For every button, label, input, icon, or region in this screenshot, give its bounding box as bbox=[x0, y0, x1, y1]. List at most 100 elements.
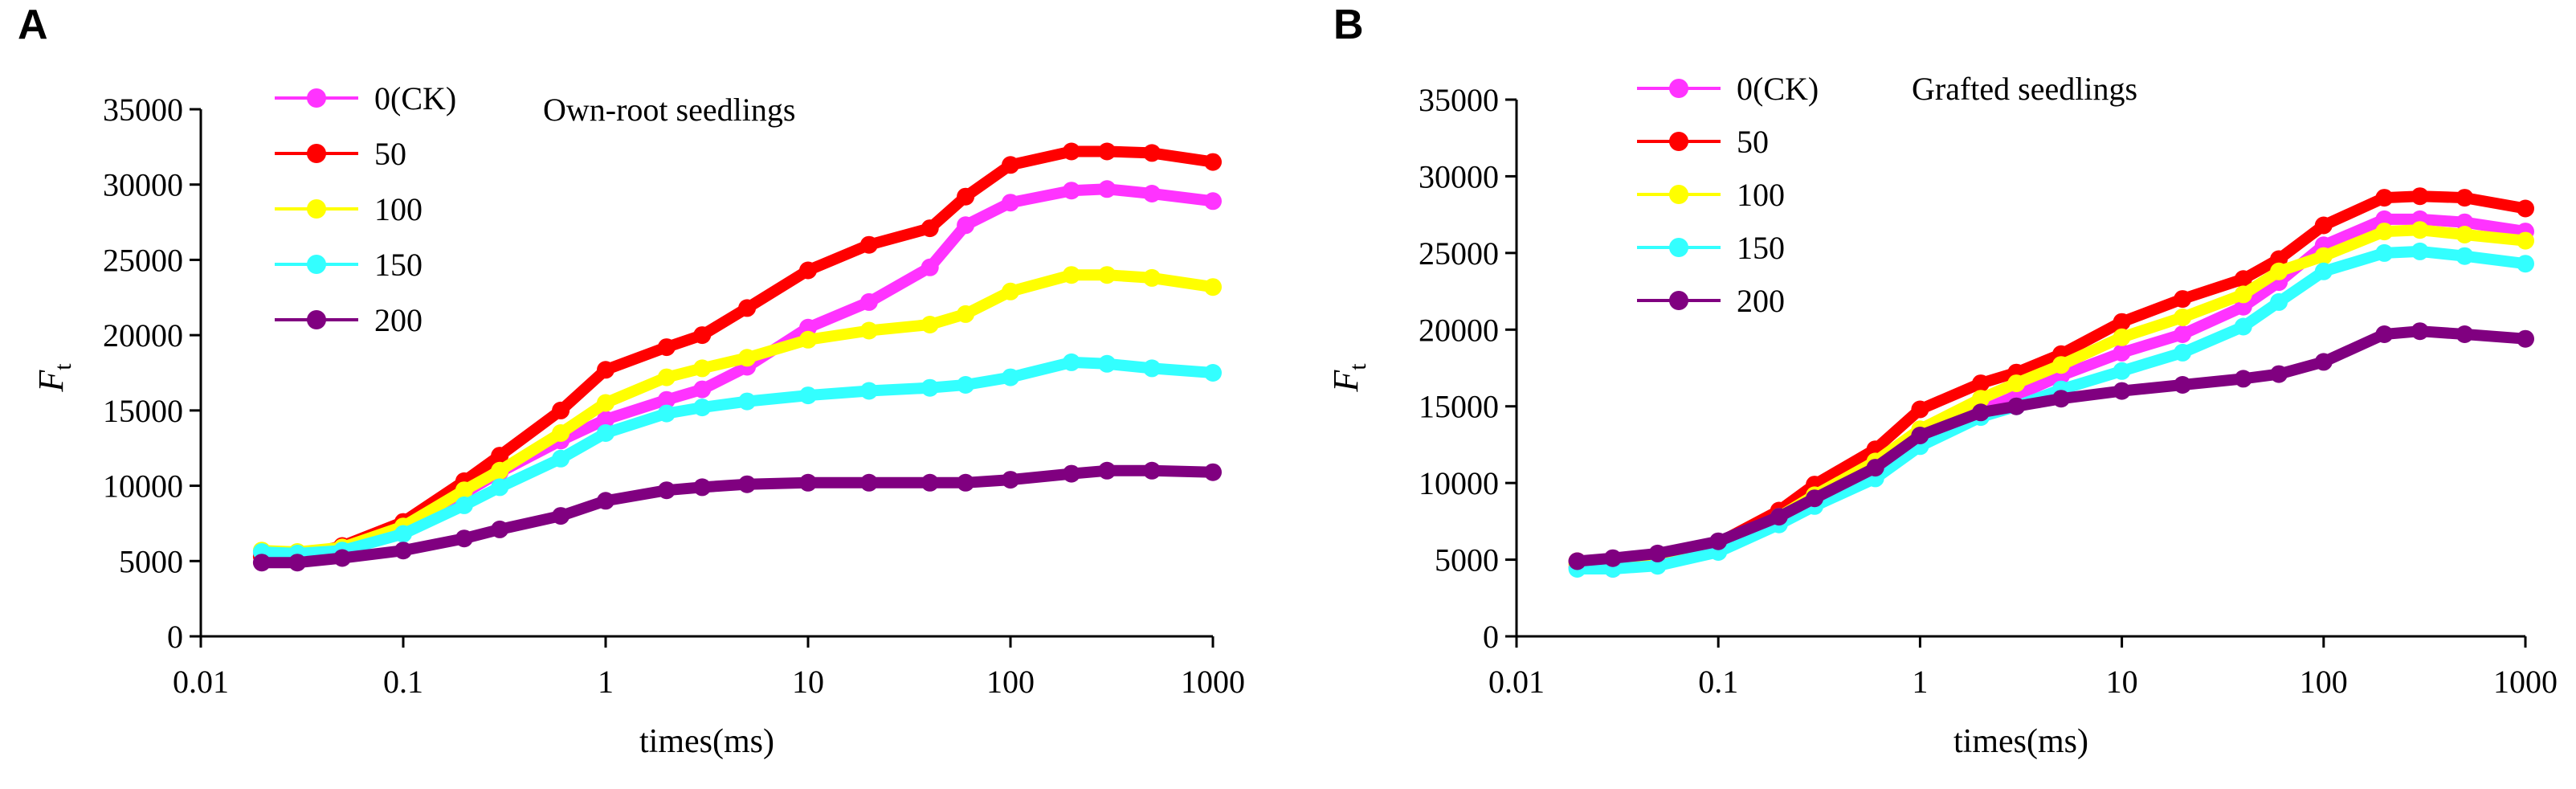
chart-title: Own-root seedlings bbox=[543, 92, 795, 128]
data-point-100 bbox=[738, 349, 757, 367]
data-point-100 bbox=[799, 330, 817, 349]
data-point-200 bbox=[1568, 552, 1586, 570]
data-point-50 bbox=[1204, 153, 1222, 171]
data-point-150 bbox=[2375, 243, 2394, 262]
data-point-50 bbox=[1098, 142, 1117, 161]
data-point-100 bbox=[1972, 390, 1990, 408]
data-point-100 bbox=[921, 316, 939, 333]
data-point-100 bbox=[693, 359, 712, 378]
y-tick-label: 0 bbox=[1483, 619, 1499, 655]
chart-grafted: 0 5000 10000 15000 20000 25000 30000 35000 0.01 0… bbox=[1326, 71, 2558, 760]
data-point-100 bbox=[2411, 221, 2429, 239]
data-point-200 bbox=[333, 549, 352, 567]
x-tick-label: 10 bbox=[2106, 664, 2138, 700]
data-point-150 bbox=[2314, 262, 2333, 280]
y-tick-label: 5000 bbox=[119, 543, 183, 579]
legend-label-50: 50 bbox=[1737, 124, 1769, 160]
data-point-150 bbox=[1204, 364, 1222, 382]
x-tick-label: 100 bbox=[2300, 664, 2348, 700]
data-point-200 bbox=[2314, 353, 2333, 371]
y-tick-label: 5000 bbox=[1435, 542, 1499, 578]
y-tick-label: 20000 bbox=[103, 317, 183, 354]
data-point-200 bbox=[1062, 464, 1080, 483]
data-point-100 bbox=[2270, 262, 2288, 280]
x-tick-label: 0.01 bbox=[173, 664, 229, 700]
data-point-100 bbox=[491, 461, 509, 480]
data-point-200 bbox=[252, 554, 271, 572]
data-point-200 bbox=[1002, 471, 1019, 489]
legend-marker-200 bbox=[307, 310, 326, 329]
data-point-100 bbox=[2456, 226, 2474, 243]
panel-letter-a: A bbox=[18, 2, 48, 48]
legend-marker-150 bbox=[1669, 238, 1688, 257]
data-point-100 bbox=[1204, 278, 1222, 296]
data-point-150 bbox=[799, 386, 817, 405]
data-point-50 bbox=[552, 401, 570, 419]
legend-label-0-ck: 0(CK) bbox=[1737, 71, 1819, 107]
data-point-100 bbox=[2517, 231, 2534, 250]
data-point-150 bbox=[957, 376, 975, 394]
data-point-150 bbox=[597, 424, 614, 442]
data-point-50 bbox=[1143, 144, 1161, 162]
data-point-200 bbox=[2234, 370, 2252, 388]
data-point-200 bbox=[1143, 461, 1161, 480]
data-point-200 bbox=[859, 473, 878, 492]
y-tick-label: 35000 bbox=[103, 92, 183, 128]
data-point-150 bbox=[2456, 247, 2474, 265]
legend-label-100: 100 bbox=[374, 191, 423, 227]
data-point-100 bbox=[2234, 285, 2252, 304]
data-point-200 bbox=[1972, 403, 1990, 422]
x-tick-label: 1000 bbox=[2493, 664, 2558, 700]
data-point-50 bbox=[597, 361, 614, 379]
x-tick-label: 1 bbox=[1912, 664, 1928, 700]
data-point-150 bbox=[921, 378, 939, 397]
data-point-100 bbox=[2375, 223, 2394, 241]
data-point-200 bbox=[1866, 459, 1884, 477]
series-line-150 bbox=[255, 356, 1219, 559]
chart-title: Grafted seedlings bbox=[1912, 71, 2137, 107]
data-point-150 bbox=[693, 399, 712, 417]
data-point-50 bbox=[2456, 189, 2474, 207]
data-point-0-ck bbox=[1098, 180, 1117, 198]
data-point-150 bbox=[657, 404, 676, 423]
data-point-50 bbox=[2113, 313, 2131, 331]
data-point-150 bbox=[2517, 255, 2534, 273]
data-point-200 bbox=[1098, 461, 1117, 480]
data-point-200 bbox=[2456, 325, 2474, 343]
data-point-200 bbox=[2052, 390, 2070, 408]
x-tick-label: 100 bbox=[986, 664, 1035, 700]
plot-area bbox=[1568, 187, 2534, 578]
legend-label-150: 150 bbox=[374, 247, 423, 283]
data-point-150 bbox=[394, 525, 412, 543]
data-point-200 bbox=[597, 492, 614, 510]
series-line-200 bbox=[255, 464, 1219, 569]
y-axis-title-main: F bbox=[1326, 370, 1366, 393]
y-tick-label: 10000 bbox=[1419, 465, 1499, 501]
panel-letter-b: B bbox=[1333, 2, 1364, 48]
chart-own-root: 0 5000 10000 15000 20000 25000 30000 35000 0.01 0… bbox=[31, 80, 1245, 760]
data-point-100 bbox=[2007, 374, 2026, 393]
data-point-200 bbox=[394, 542, 412, 560]
y-axis-title-subscript: t bbox=[1345, 363, 1371, 370]
data-point-150 bbox=[2411, 242, 2429, 260]
data-point-150 bbox=[859, 382, 878, 400]
data-point-200 bbox=[657, 481, 676, 500]
data-point-0-ck bbox=[2456, 213, 2474, 231]
data-point-150 bbox=[1002, 368, 1019, 386]
data-point-50 bbox=[1002, 156, 1019, 174]
data-point-50 bbox=[693, 326, 712, 345]
data-point-200 bbox=[1806, 489, 1824, 508]
data-point-150 bbox=[2174, 343, 2192, 362]
data-point-100 bbox=[2174, 309, 2192, 326]
x-axis-title: times(ms) bbox=[639, 723, 774, 760]
data-point-50 bbox=[2234, 270, 2252, 288]
plot-area bbox=[252, 142, 1222, 572]
legend-label-200: 200 bbox=[1737, 283, 1785, 319]
data-point-50 bbox=[2270, 250, 2288, 268]
legend-marker-200 bbox=[1669, 291, 1688, 310]
data-point-100 bbox=[1002, 282, 1019, 300]
legend-marker-100 bbox=[1669, 185, 1688, 204]
x-tick-label: 0.1 bbox=[1698, 664, 1738, 700]
data-point-0-ck bbox=[921, 258, 939, 276]
